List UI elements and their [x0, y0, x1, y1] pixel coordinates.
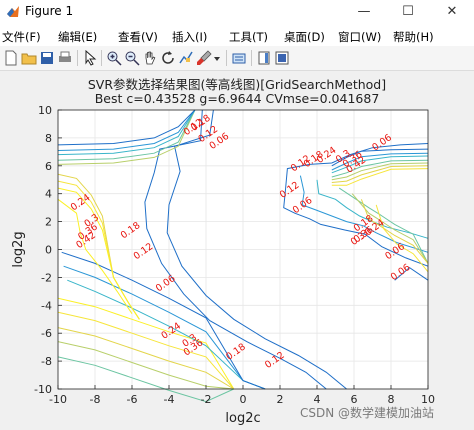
x-tick-label: -4: [164, 393, 175, 406]
link-icon[interactable]: [231, 50, 247, 66]
y-tick-label: 10: [38, 104, 52, 117]
pan-icon[interactable]: [142, 50, 158, 66]
contour-lines: [57, 109, 429, 403]
print-icon[interactable]: [57, 50, 73, 66]
y-tick-label: -6: [41, 327, 52, 340]
contour-line: [166, 109, 347, 390]
legend-icon[interactable]: [274, 50, 290, 66]
contour-chart[interactable]: 0.060.120.180.240.30.360.420.060.120.180…: [0, 71, 474, 430]
figure-area: SVR参数选择结果图(等高线图)[GridSearchMethod] Best …: [0, 71, 474, 430]
zoom-out-icon[interactable]: [124, 50, 140, 66]
x-tick-label: -8: [90, 393, 101, 406]
menu-desktop[interactable]: 桌面(D): [284, 30, 325, 44]
contour-line: [61, 251, 266, 390]
menu-bar: 文件(F) 编辑(E) 查看(V) 插入(I) 工具(T) 桌面(D) 窗口(W…: [0, 26, 474, 46]
contour-line: [57, 341, 234, 390]
x-tick-label: 10: [421, 393, 435, 406]
y-tick-label: -4: [41, 299, 52, 312]
x-tick-label: -2: [201, 393, 212, 406]
y-axis-label: log2g: [11, 231, 26, 267]
x-tick-label: 2: [277, 393, 284, 406]
contour-line: [57, 109, 196, 146]
y-tick-label: -10: [34, 383, 52, 396]
menu-view[interactable]: 查看(V): [118, 30, 158, 44]
dropdown-icon[interactable]: [212, 50, 222, 66]
contour-line: [351, 193, 429, 264]
menu-help[interactable]: 帮助(H): [393, 30, 434, 44]
y-tick-label: 8: [45, 132, 52, 145]
contour-line: [331, 165, 429, 183]
menu-file[interactable]: 文件(F): [2, 30, 41, 44]
toolbar: [0, 46, 474, 71]
open-icon[interactable]: [21, 50, 37, 66]
contour-line: [57, 327, 235, 390]
new-figure-icon[interactable]: [3, 50, 19, 66]
brush-icon[interactable]: [196, 50, 212, 66]
pointer-icon[interactable]: [82, 50, 98, 66]
close-button[interactable]: ✕: [446, 4, 458, 19]
rotate-icon[interactable]: [160, 50, 176, 66]
menu-insert[interactable]: 插入(I): [172, 30, 208, 44]
y-tick-label: 0: [45, 244, 52, 257]
contour-line: [375, 204, 429, 273]
zoom-in-icon[interactable]: [106, 50, 122, 66]
x-tick-label: -6: [127, 393, 138, 406]
x-tick-label: 8: [388, 393, 395, 406]
title-bar: Figure 1 — ☐ ✕: [0, 0, 474, 26]
toolbar-separator: [77, 50, 78, 66]
contour-line: [57, 109, 196, 165]
matlab-logo-icon: [7, 6, 19, 17]
contour-line: [331, 159, 429, 178]
y-tick-label: -2: [41, 271, 52, 284]
contour-line: [57, 109, 196, 156]
menu-window[interactable]: 窗口(W): [338, 30, 382, 44]
contour-line: [331, 168, 429, 186]
contour-line: [57, 187, 140, 320]
contour-line: [283, 143, 429, 267]
contour-line: [331, 155, 429, 174]
y-tick-label: 2: [45, 216, 52, 229]
menu-tools[interactable]: 工具(T): [229, 30, 268, 44]
contour-line: [144, 109, 327, 390]
window-title: Figure 1: [25, 4, 74, 18]
colorbar-icon[interactable]: [256, 50, 272, 66]
minimize-button[interactable]: —: [357, 4, 371, 19]
contour-line: [57, 109, 196, 151]
contour-line: [331, 162, 429, 181]
y-tick-label: -8: [41, 355, 52, 368]
contour-line: [331, 152, 429, 171]
maximize-button[interactable]: ☐: [402, 4, 414, 19]
data-cursor-icon[interactable]: [178, 50, 194, 66]
axis-ticks: -10 -8 -6 -4 -2 0 2 4 6 8 10 -10 -8 -6 -4 -2 0 2 4 6 8 10: [34, 104, 435, 406]
plot-subtitle: Best c=0.43528 g=6.9644 CVmse=0.041687: [94, 91, 380, 106]
contour-line: [57, 311, 235, 390]
contour-line: [57, 109, 196, 161]
x-tick-label: 6: [351, 393, 358, 406]
watermark: CSDN @数学建模加油站: [300, 406, 435, 420]
x-tick-label: -10: [49, 393, 67, 406]
contour-line: [316, 179, 429, 239]
x-tick-label: 0: [240, 393, 247, 406]
contour-line: [394, 266, 429, 281]
contour-line: [360, 199, 429, 264]
y-tick-label: 4: [45, 188, 52, 201]
save-icon[interactable]: [39, 50, 55, 66]
x-axis-label: log2c: [225, 411, 260, 426]
x-tick-label: 4: [314, 393, 321, 406]
toolbar-separator: [101, 50, 102, 66]
contour-line: [299, 175, 429, 253]
toolbar-separator: [251, 50, 252, 66]
contour-line: [57, 198, 133, 314]
toolbar-separator: [226, 50, 227, 66]
menu-edit[interactable]: 编辑(E): [58, 30, 98, 44]
plot-title: SVR参数选择结果图(等高线图)[GridSearchMethod]: [87, 77, 387, 92]
y-tick-label: 6: [45, 160, 52, 173]
contour-line: [57, 356, 235, 403]
